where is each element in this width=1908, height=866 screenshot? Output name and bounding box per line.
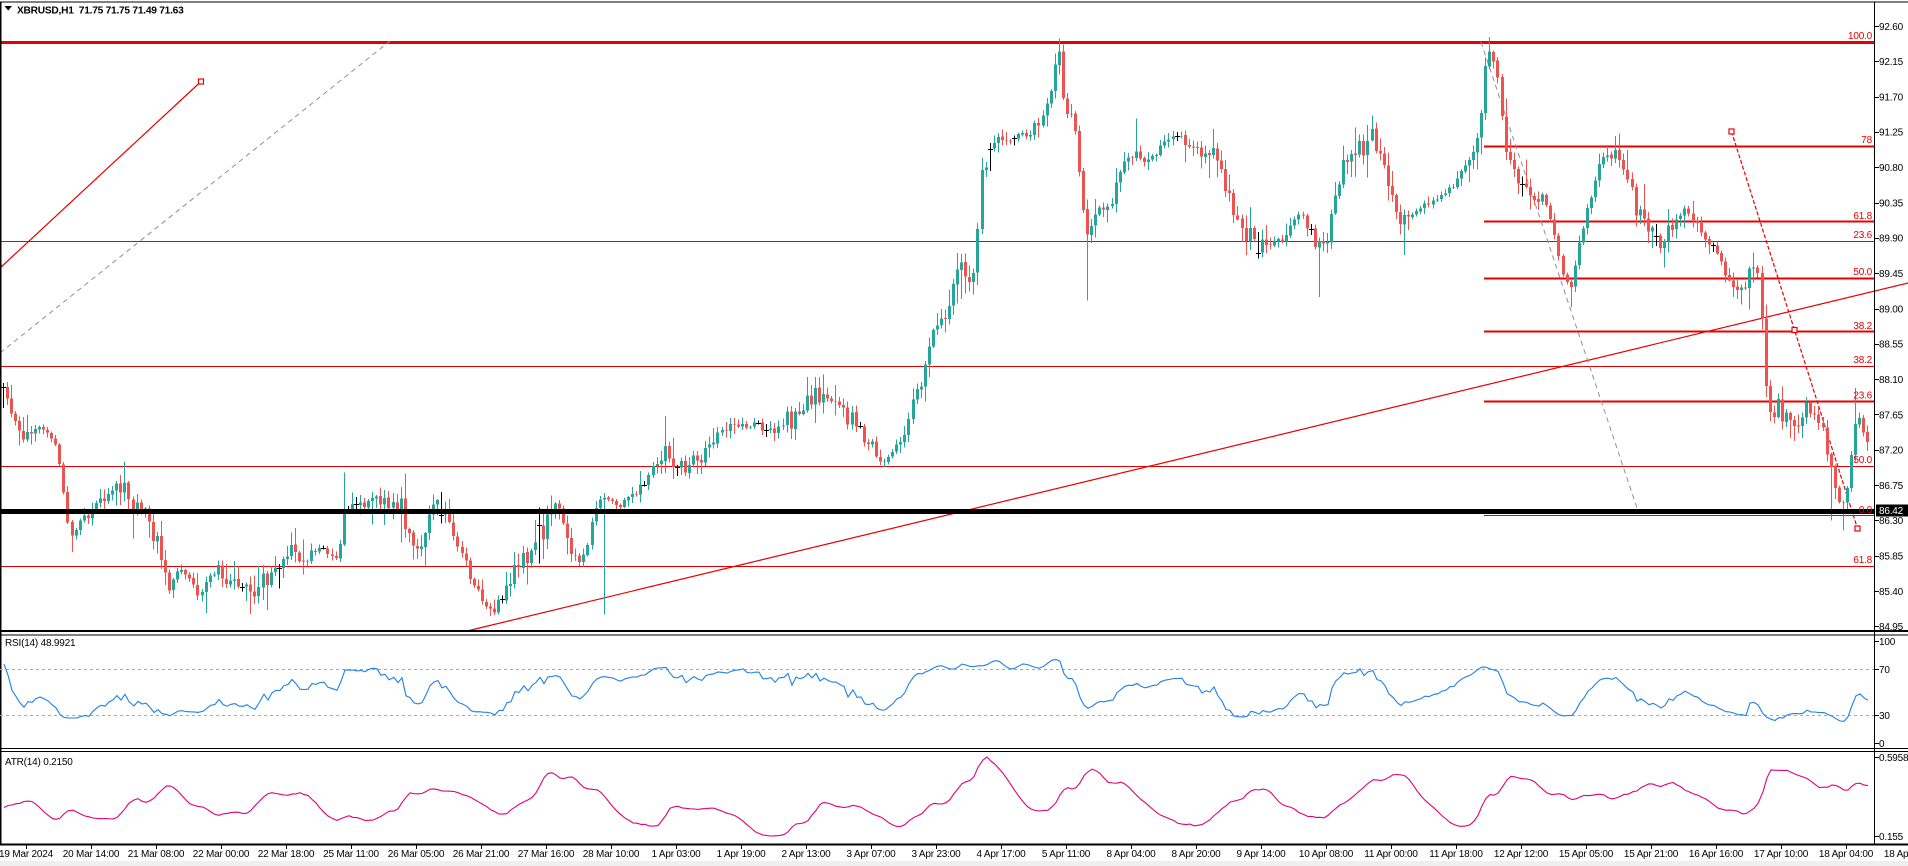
svg-text:26 Mar 21:00: 26 Mar 21:00: [453, 849, 510, 860]
svg-text:61.8: 61.8: [1853, 211, 1872, 222]
svg-text:15 Apr 05:00: 15 Apr 05:00: [1559, 849, 1614, 860]
svg-text:2 Apr 13:00: 2 Apr 13:00: [782, 849, 832, 860]
svg-text:50.0: 50.0: [1853, 455, 1872, 466]
svg-text:17 Apr 10:00: 17 Apr 10:00: [1754, 849, 1809, 860]
svg-text:21 Mar 08:00: 21 Mar 08:00: [128, 849, 185, 860]
svg-text:91.25: 91.25: [1879, 128, 1904, 139]
svg-text:4 Apr 17:00: 4 Apr 17:00: [977, 849, 1027, 860]
svg-text:70: 70: [1879, 665, 1890, 676]
svg-text:9 Apr 14:00: 9 Apr 14:00: [1237, 849, 1287, 860]
svg-text:26 Mar 05:00: 26 Mar 05:00: [388, 849, 445, 860]
svg-text:92.15: 92.15: [1879, 57, 1904, 68]
svg-text:XBRUSD,H1 71.75 71.75 71.49 7: XBRUSD,H1 71.75 71.75 71.49 71.63: [17, 6, 184, 17]
svg-text:89.45: 89.45: [1879, 269, 1904, 280]
svg-text:87.65: 87.65: [1879, 410, 1904, 421]
svg-text:0.155: 0.155: [1879, 832, 1904, 843]
svg-text:90.35: 90.35: [1879, 198, 1904, 209]
svg-text:RSI(14) 48.9921: RSI(14) 48.9921: [5, 638, 76, 649]
svg-text:18 Apr 04:00: 18 Apr 04:00: [1819, 849, 1874, 860]
svg-text:1 Apr 03:00: 1 Apr 03:00: [652, 849, 702, 860]
svg-text:86.75: 86.75: [1879, 481, 1904, 492]
svg-text:3 Apr 23:00: 3 Apr 23:00: [912, 849, 962, 860]
svg-text:18 Apr 20:00: 18 Apr 20:00: [1884, 849, 1908, 860]
svg-text:84.95: 84.95: [1879, 622, 1904, 633]
svg-text:22 Mar 00:00: 22 Mar 00:00: [193, 849, 250, 860]
svg-text:88.55: 88.55: [1879, 340, 1904, 351]
svg-text:38.2: 38.2: [1853, 355, 1872, 366]
svg-text:100: 100: [1879, 637, 1896, 648]
svg-text:19 Mar 2024: 19 Mar 2024: [0, 849, 54, 860]
svg-text:89.00: 89.00: [1879, 304, 1904, 315]
svg-text:61.8: 61.8: [1853, 555, 1872, 566]
svg-text:20 Mar 14:00: 20 Mar 14:00: [63, 849, 120, 860]
svg-text:5 Apr 11:00: 5 Apr 11:00: [1042, 849, 1091, 860]
svg-text:15 Apr 21:00: 15 Apr 21:00: [1624, 849, 1679, 860]
svg-text:23.6: 23.6: [1853, 391, 1872, 402]
svg-text:12 Apr 12:00: 12 Apr 12:00: [1494, 849, 1549, 860]
svg-text:ATR(14) 0.2150: ATR(14) 0.2150: [5, 757, 73, 768]
svg-text:11 Apr 00:00: 11 Apr 00:00: [1364, 849, 1418, 860]
svg-text:0: 0: [1879, 739, 1885, 750]
svg-text:78: 78: [1861, 135, 1872, 146]
svg-text:90.80: 90.80: [1879, 163, 1904, 174]
svg-text:22 Mar 18:00: 22 Mar 18:00: [258, 849, 315, 860]
svg-text:3 Apr 07:00: 3 Apr 07:00: [847, 849, 897, 860]
svg-text:8 Apr 20:00: 8 Apr 20:00: [1172, 849, 1222, 860]
svg-text:85.85: 85.85: [1879, 552, 1904, 563]
svg-text:11 Apr 18:00: 11 Apr 18:00: [1429, 849, 1483, 860]
svg-text:28 Mar 10:00: 28 Mar 10:00: [583, 849, 640, 860]
svg-text:89.90: 89.90: [1879, 234, 1904, 245]
svg-text:10 Apr 08:00: 10 Apr 08:00: [1299, 849, 1354, 860]
svg-text:8 Apr 04:00: 8 Apr 04:00: [1107, 849, 1157, 860]
svg-text:92.60: 92.60: [1879, 22, 1904, 33]
svg-text:91.70: 91.70: [1879, 92, 1904, 103]
svg-text:16 Apr 16:00: 16 Apr 16:00: [1689, 849, 1744, 860]
svg-text:0.0: 0.0: [1859, 505, 1873, 516]
svg-text:30: 30: [1879, 711, 1890, 722]
svg-text:0.5958: 0.5958: [1879, 753, 1908, 764]
svg-text:86.42: 86.42: [1879, 506, 1904, 517]
svg-text:87.20: 87.20: [1879, 446, 1904, 457]
svg-text:86.30: 86.30: [1879, 516, 1904, 527]
svg-text:25 Mar 11:00: 25 Mar 11:00: [323, 849, 379, 860]
svg-text:85.40: 85.40: [1879, 587, 1904, 598]
svg-text:50.0: 50.0: [1853, 267, 1872, 278]
svg-text:100.0: 100.0: [1848, 31, 1873, 42]
svg-text:88.10: 88.10: [1879, 375, 1904, 386]
svg-text:38.2: 38.2: [1853, 321, 1872, 332]
svg-text:23.6: 23.6: [1853, 230, 1872, 241]
svg-text:27 Mar 16:00: 27 Mar 16:00: [518, 849, 575, 860]
svg-text:1 Apr 19:00: 1 Apr 19:00: [717, 849, 767, 860]
